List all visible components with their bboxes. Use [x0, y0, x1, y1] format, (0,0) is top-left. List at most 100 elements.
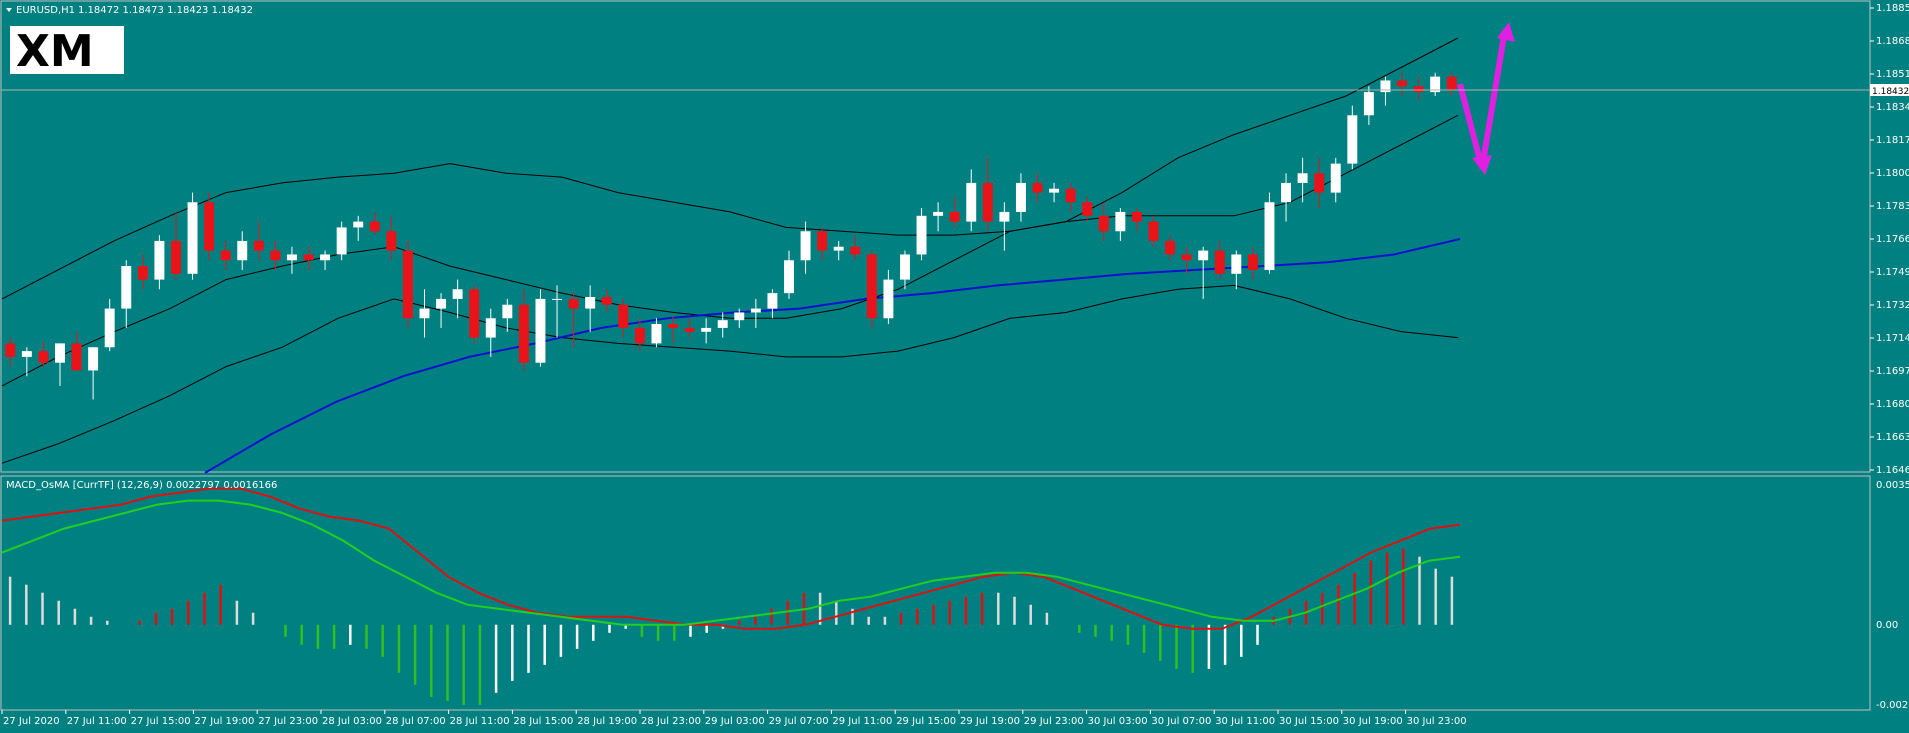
time-tick-label: 29 Jul 15:00: [896, 716, 956, 727]
candle: [1281, 173, 1292, 222]
candle: [1363, 86, 1374, 125]
time-tick-label: 28 Jul 19:00: [577, 716, 637, 727]
candle: [784, 250, 794, 299]
candle: [1214, 240, 1225, 280]
indicator-label: MACD_OsMA [CurrTF] (12,26,9) 0.0022797 0…: [6, 480, 277, 491]
time-tick-label: 30 Jul 07:00: [1151, 716, 1211, 727]
candle: [1347, 105, 1358, 170]
candle: [436, 293, 447, 328]
candle: [1297, 157, 1308, 203]
candle: [1131, 208, 1142, 232]
macd-indicator: [1, 487, 1461, 705]
macd-tick-label: -0.002077: [1876, 700, 1909, 711]
candle: [303, 246, 314, 270]
price-tick-label: 1.17145: [1876, 333, 1909, 344]
time-tick-label: 28 Jul 11:00: [450, 716, 510, 727]
candle: [1430, 72, 1441, 96]
time-tick-label: 28 Jul 23:00: [641, 716, 701, 727]
candle: [899, 250, 910, 290]
candle: [668, 316, 678, 344]
candle: [1049, 182, 1060, 203]
symbol-label: EURUSD,H1: [16, 5, 75, 16]
forecast-arrow-line: [1457, 29, 1508, 169]
price-tick-label: 1.17830: [1876, 201, 1909, 212]
candle: [1247, 246, 1258, 280]
price-tick-label: 1.17320: [1876, 300, 1909, 311]
candle: [866, 250, 877, 328]
candle: [767, 289, 778, 319]
time-tick-label: 30 Jul 15:00: [1279, 716, 1339, 727]
candle: [187, 192, 198, 280]
candle: [1330, 157, 1341, 203]
candle: [121, 260, 132, 328]
candle: [518, 289, 529, 371]
forecast-arrow: [1457, 22, 1515, 175]
time-tick-label: 30 Jul 03:00: [1088, 716, 1148, 727]
price-tick-label: 1.18515: [1876, 69, 1909, 80]
candle: [253, 221, 264, 261]
candle: [353, 215, 364, 241]
candle: [1314, 157, 1325, 209]
moving-average: [204, 238, 1461, 474]
candle: [1231, 250, 1242, 290]
symbol-dropdown-icon[interactable]: [6, 8, 12, 12]
candle: [286, 246, 297, 274]
time-tick-label: 29 Jul 11:00: [832, 716, 892, 727]
candle: [469, 285, 480, 344]
candle: [485, 308, 496, 357]
ohlc-label: 1.18472 1.18473 1.18423 1.18432: [78, 5, 253, 16]
candle: [734, 308, 745, 328]
candle: [568, 293, 579, 348]
candle: [220, 240, 231, 270]
candle: [966, 169, 977, 232]
bollinger-bands: [1, 37, 1459, 464]
candle: [717, 312, 728, 338]
candle: [386, 215, 397, 261]
price-panel-frame: [0, 0, 1871, 473]
price-tick-label: 1.16635: [1876, 432, 1909, 443]
time-tick-label: 28 Jul 15:00: [513, 716, 573, 727]
candle: [1065, 182, 1076, 212]
price-tick-label: 1.17660: [1876, 234, 1909, 245]
time-tick-label: 30 Jul 11:00: [1215, 716, 1275, 727]
time-tick-label: 28 Jul 03:00: [322, 716, 382, 727]
candle: [1397, 72, 1407, 96]
candle: [1098, 202, 1109, 241]
candle: [71, 331, 82, 371]
xm-logo: XM: [10, 26, 124, 77]
candle: [1264, 192, 1275, 274]
time-tick-label: 29 Jul 19:00: [960, 716, 1020, 727]
candle: [104, 298, 115, 352]
forecast-arrow-head-down: [1472, 155, 1492, 175]
candle: [336, 221, 347, 261]
candle: [38, 341, 49, 367]
price-tick-label: 1.18855: [1876, 3, 1909, 14]
current-price-label: 1.18432: [1872, 87, 1909, 97]
price-tick-label: 1.16465: [1876, 465, 1909, 476]
candle: [154, 235, 165, 290]
candle: [701, 318, 712, 344]
candle: [204, 192, 215, 261]
time-tick-label: 27 Jul 2020: [3, 716, 60, 727]
candle: [320, 250, 331, 270]
candle: [502, 298, 513, 332]
time-tick-label: 27 Jul 23:00: [258, 716, 318, 727]
candle: [949, 196, 960, 228]
candle: [817, 227, 828, 261]
candle: [170, 211, 181, 280]
time-tick-label: 27 Jul 11:00: [67, 716, 127, 727]
price-tick-label: 1.18345: [1876, 102, 1909, 113]
price-axis: 1.18855 1.18685 1.18515 1.18345 1.18175 1.180…: [1870, 3, 1909, 476]
candle: [1198, 246, 1209, 299]
candle: [1082, 196, 1093, 222]
candle: [1115, 208, 1126, 241]
time-tick-label: 29 Jul 07:00: [769, 716, 829, 727]
candle: [419, 289, 430, 338]
bollinger-middle: [1, 114, 1459, 387]
time-axis: 27 Jul 2020 27 Jul 11:00 27 Jul 15:00 27 Ju…: [1, 710, 1467, 727]
time-tick-label: 30 Jul 19:00: [1343, 716, 1403, 727]
svg-text:XM: XM: [16, 26, 94, 77]
time-tick-label: 29 Jul 03:00: [705, 716, 765, 727]
candle: [850, 235, 861, 261]
candle: [651, 318, 662, 348]
